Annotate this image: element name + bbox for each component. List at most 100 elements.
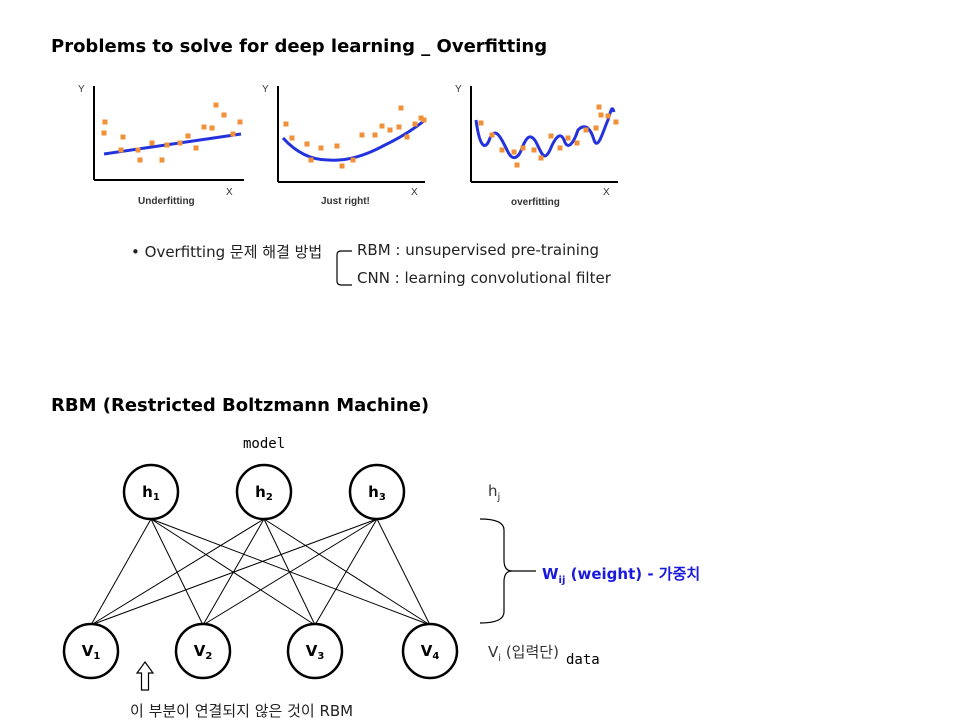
x-axis-label: X (603, 187, 610, 198)
data-point (489, 132, 495, 138)
data-point (396, 124, 402, 130)
just-right-plot (277, 86, 427, 183)
data-point (137, 157, 143, 163)
visible-node-v3 (286, 622, 344, 680)
data-point (499, 147, 505, 153)
rbm-network: h1 h2 h3 V1 V2 V3 V4 (62, 463, 459, 680)
data-point (565, 135, 571, 141)
panel-caption-overfitting: overfitting (511, 197, 560, 208)
visible-node-label: V4 (421, 642, 440, 662)
data-point (334, 143, 340, 149)
data-point (596, 104, 602, 110)
data-point (598, 112, 604, 118)
method-intro-text: Overfitting 문제 해결 방법 (144, 243, 323, 261)
data-point (478, 120, 484, 126)
x-axis-label: X (411, 187, 418, 198)
fit-line (103, 132, 242, 156)
hidden-node-h3 (348, 463, 406, 521)
overfitting-plot (470, 86, 619, 183)
section-title-overfitting: Problems to solve for deep learning _ Ov… (51, 36, 548, 57)
edge-h3-v1 (90, 518, 378, 626)
data-point (511, 149, 517, 155)
data-point (120, 134, 126, 140)
data-points (283, 105, 427, 169)
fit-curve (474, 107, 616, 159)
data-point (548, 133, 554, 139)
data-point (177, 140, 183, 146)
data-point (201, 124, 207, 130)
edge-h2-v4 (263, 518, 431, 626)
y-axis-label: Y (262, 84, 269, 95)
curly-brace-icon (479, 518, 536, 624)
data-point (185, 133, 191, 139)
bracket-icon (336, 250, 352, 286)
edge-h3-v2 (202, 518, 378, 626)
weight-label: Wij (weight) - 가중치 (542, 565, 701, 586)
data-point (605, 113, 611, 119)
data-point (230, 131, 236, 137)
data-note: data (566, 652, 600, 668)
data-point (221, 112, 227, 118)
fit-curve (281, 118, 426, 162)
data-point (308, 157, 314, 163)
visible-node-v4 (401, 622, 459, 680)
data-point (283, 121, 289, 127)
data-point (613, 119, 619, 125)
data-point (421, 117, 427, 123)
x-axis-label: X (226, 187, 233, 198)
method-rbm: RBM : unsupervised pre-training (357, 241, 599, 259)
model-note: model (243, 436, 286, 452)
data-points (478, 104, 619, 168)
method-cnn: CNN : learning convolutional filter (357, 269, 611, 287)
visible-node-label: V2 (194, 642, 213, 662)
visible-layer-label: Vi (입력단) (488, 643, 559, 664)
visible-node-label: V1 (82, 642, 101, 662)
data-point (538, 155, 544, 161)
data-point (159, 157, 165, 163)
data-point (404, 134, 410, 140)
data-point (412, 121, 418, 127)
data-point (398, 105, 404, 111)
method-intro: • Overfitting 문제 해결 방법 (131, 241, 322, 262)
data-point (593, 125, 599, 131)
underfitting-plot (93, 86, 244, 181)
data-point (418, 115, 424, 121)
edge-h3-v4 (376, 518, 431, 626)
data-point (118, 147, 124, 153)
data-point (583, 127, 589, 133)
edge-h3-v3 (314, 518, 378, 626)
visible-node-label: V3 (306, 642, 325, 662)
edge-h1-v1 (90, 518, 152, 626)
hidden-node-h1 (122, 463, 180, 521)
data-point (213, 102, 219, 108)
data-point (149, 140, 155, 146)
data-point (339, 163, 345, 169)
visible-node-v2 (174, 622, 232, 680)
edge-h2-v1 (90, 518, 265, 626)
data-point (372, 132, 378, 138)
data-point (387, 127, 393, 133)
hidden-layer-label: hj (488, 482, 501, 503)
data-point (520, 145, 526, 151)
data-point (318, 145, 324, 151)
data-point (304, 141, 310, 147)
data-point (359, 132, 365, 138)
data-point (574, 140, 580, 146)
bottom-note: 이 부분이 연결되지 않은 것이 RBM (130, 702, 354, 720)
panel-caption-just-right: Just right! (321, 196, 370, 207)
data-point (237, 119, 243, 125)
data-point (102, 119, 108, 125)
data-point (164, 142, 170, 148)
hidden-node-label: h3 (368, 483, 386, 503)
data-point (514, 162, 520, 168)
data-point (350, 157, 356, 163)
data-point (209, 125, 215, 131)
data-point (531, 147, 537, 153)
hidden-node-label: h1 (142, 483, 160, 503)
data-point (193, 145, 199, 151)
hidden-node-label: h2 (255, 483, 273, 503)
up-arrow-icon (135, 660, 155, 691)
data-point (379, 123, 385, 129)
bullet-icon: • (131, 243, 140, 261)
y-axis-label: Y (78, 84, 85, 95)
